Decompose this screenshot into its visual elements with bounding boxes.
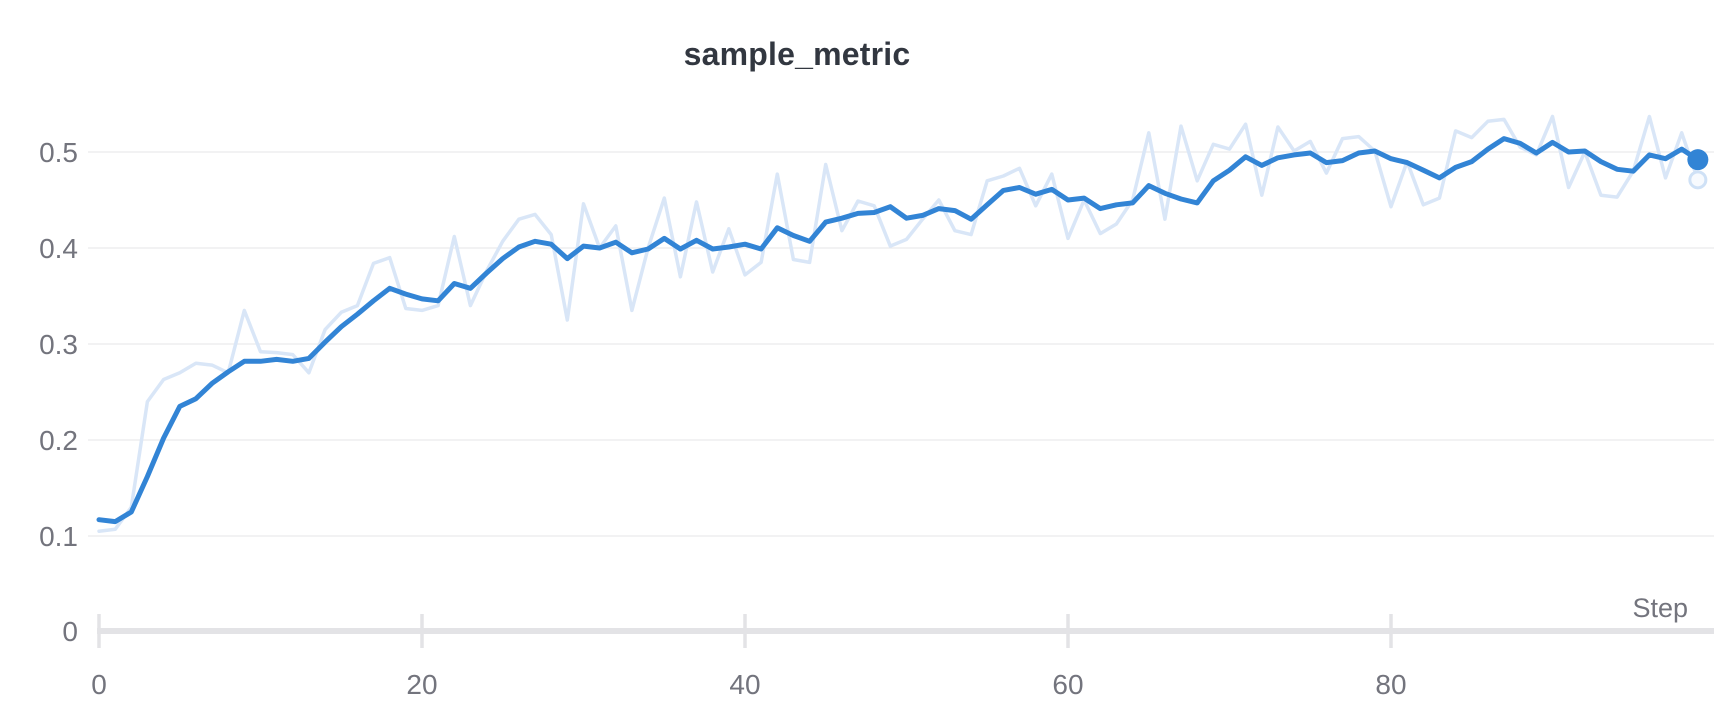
x-tick-label: 60 <box>1052 669 1083 700</box>
x-axis <box>97 614 1714 648</box>
x-tick-label: 0 <box>91 669 107 700</box>
smoothed-endpoint-dot <box>1687 149 1709 171</box>
y-tick-label: 0.1 <box>39 521 78 552</box>
x-tick-label: 40 <box>729 669 760 700</box>
x-axis-title: Step <box>1632 593 1688 623</box>
y-tick-label: 0.5 <box>39 137 78 168</box>
y-tick-label: 0.4 <box>39 233 78 264</box>
x-tick-label: 20 <box>406 669 437 700</box>
y-tick-label: 0 <box>62 616 78 647</box>
y-tick-label: 0.2 <box>39 425 78 456</box>
smoothed-line <box>96 136 1701 525</box>
raw-endpoint-dot <box>1688 170 1708 190</box>
y-tick-labels: 0.5 0.4 0.3 0.2 0.1 0 <box>39 137 78 647</box>
x-tick-labels: 0 20 40 60 80 <box>91 669 1406 700</box>
gridlines <box>88 151 1714 537</box>
raw-line <box>97 114 1700 533</box>
chart-title: sample_metric <box>683 36 911 72</box>
x-tick-label: 80 <box>1375 669 1406 700</box>
y-tick-label: 0.3 <box>39 329 78 360</box>
